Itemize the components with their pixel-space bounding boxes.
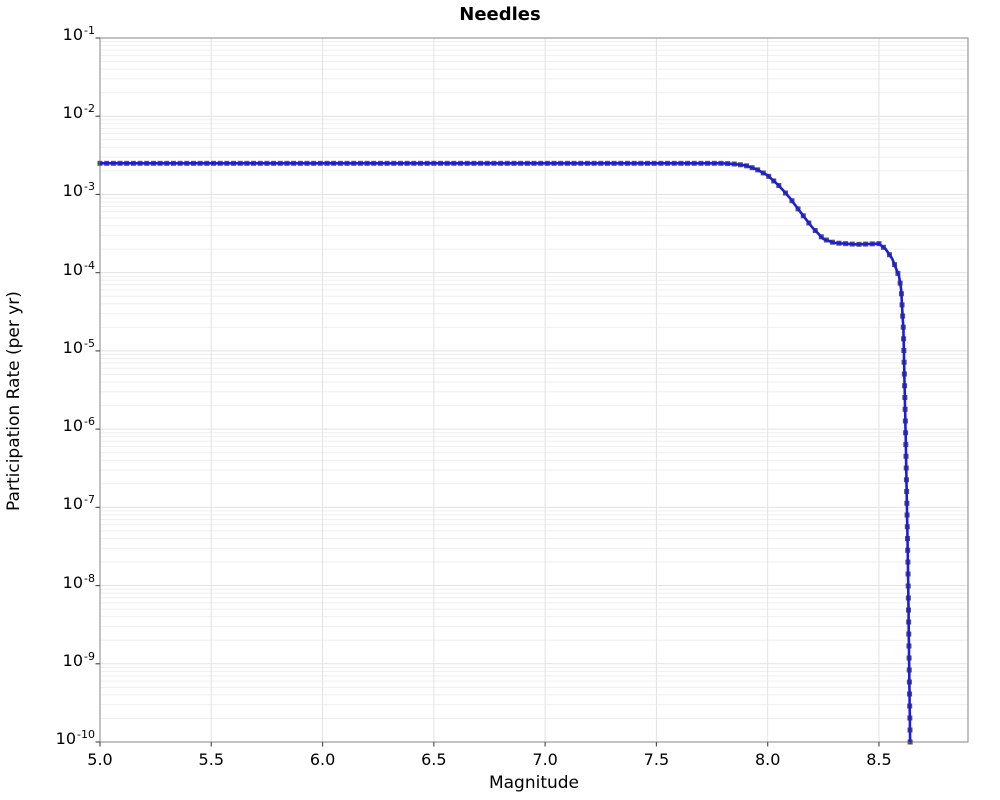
y-tick-base: 10	[62, 337, 84, 357]
y-tick-base: 10	[62, 650, 84, 670]
x-tick-label: 5.5	[198, 750, 224, 769]
y-tick-base: 10	[62, 494, 84, 514]
y-tick-base: 10	[62, 416, 84, 436]
y-tick-exponent: -5	[84, 336, 95, 350]
plot-frame	[99, 37, 969, 743]
y-tick-base: 10	[55, 729, 77, 748]
y-tick-exponent: -3	[84, 180, 95, 194]
y-tick-base: 10	[62, 572, 84, 592]
grid-vertical	[99, 38, 880, 742]
x-tick-label: 6.5	[421, 750, 447, 769]
tick-marks	[95, 37, 880, 747]
grid-major	[100, 37, 968, 743]
y-tick-label: 10-7	[30, 493, 95, 514]
x-tick-label: 7.0	[532, 750, 558, 769]
y-tick-label: 10-8	[30, 571, 95, 592]
x-axis-label: Magnitude	[488, 773, 580, 793]
y-tick-label: 10-2	[30, 102, 95, 123]
y-tick-label: 10-3	[30, 180, 95, 201]
y-tick-exponent: -9	[84, 649, 95, 663]
y-tick-label: 10-1	[30, 24, 95, 44]
chart-title: Needles	[459, 4, 541, 25]
y-tick-exponent: -1	[84, 24, 95, 37]
y-tick-exponent: -6	[84, 415, 95, 429]
y-axis-label: Participation Rate (per yr)	[4, 291, 24, 511]
y-tick-base: 10	[62, 25, 84, 44]
y-tick-exponent: -8	[84, 571, 95, 585]
x-tick-label: 8.0	[754, 750, 781, 769]
y-tick-base: 10	[62, 259, 84, 279]
y-tick-exponent: -4	[84, 258, 95, 272]
y-tick-exponent: -10	[77, 728, 95, 741]
x-tick-label: 8.5	[866, 750, 892, 769]
grid-minor	[100, 41, 968, 719]
series-line	[99, 162, 912, 742]
y-tick-exponent: -7	[84, 493, 95, 507]
x-tick-label: 7.5	[643, 750, 670, 769]
y-tick-base: 10	[62, 181, 84, 201]
x-tick-label: 6.0	[309, 750, 336, 769]
y-tick-exponent: -2	[84, 102, 95, 116]
y-tick-label: 10-10	[30, 728, 95, 748]
x-tick-label: 5.0	[87, 750, 113, 769]
y-tick-label: 10-5	[30, 336, 95, 357]
y-tick-label: 10-4	[30, 258, 95, 279]
y-tick-label: 10-9	[30, 649, 95, 670]
y-tick-base: 10	[62, 103, 84, 123]
y-tick-label: 10-6	[30, 415, 95, 436]
